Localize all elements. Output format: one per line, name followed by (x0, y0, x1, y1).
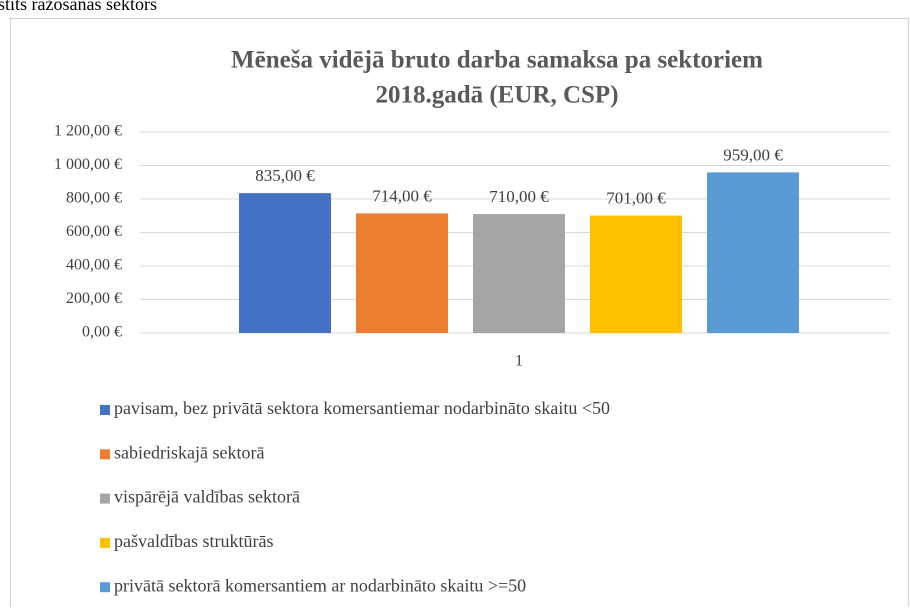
y-tick-label: 1 000,00 € (54, 156, 122, 173)
chart-title: 2018.gadā (EUR, CSP) (375, 82, 618, 109)
y-tick-label: 0,00 € (82, 324, 122, 341)
legend-swatch (100, 537, 110, 548)
y-tick-label: 200,00 € (66, 290, 122, 307)
y-tick-label: 600,00 € (66, 223, 122, 240)
bar (707, 172, 799, 333)
legend-swatch (100, 449, 110, 460)
y-tick-label: 400,00 € (66, 257, 122, 274)
bar (356, 213, 448, 333)
data-label: 959,00 € (723, 145, 783, 164)
data-label: 710,00 € (489, 187, 549, 206)
legend-label: privātā sektorā komersantiem ar nodarbin… (114, 575, 526, 595)
data-label: 714,00 € (372, 186, 432, 205)
data-label: 835,00 € (255, 166, 315, 185)
legend-swatch (100, 493, 110, 504)
bar (590, 215, 682, 333)
page-text: stits ražošanas sektors (0, 0, 157, 14)
bar (473, 214, 565, 333)
x-tick-label: 1 (515, 353, 523, 370)
bar (239, 193, 331, 333)
legend-label: pašvaldības struktūrās (114, 531, 273, 551)
legend-label: pavisam, bez privātā sektora komersantie… (114, 398, 610, 418)
legend-label: vispārējā valdības sektorā (114, 487, 300, 507)
legend-swatch (100, 405, 110, 415)
y-tick-label: 1 200,00 € (54, 123, 122, 140)
data-label: 701,00 € (606, 188, 666, 207)
legend-label: sabiedriskajā sektorā (114, 442, 264, 462)
chart-title: Mēneša vidējā bruto darba samaksa pa sek… (231, 47, 763, 74)
legend-swatch (100, 582, 110, 593)
y-tick-label: 800,00 € (66, 190, 122, 207)
